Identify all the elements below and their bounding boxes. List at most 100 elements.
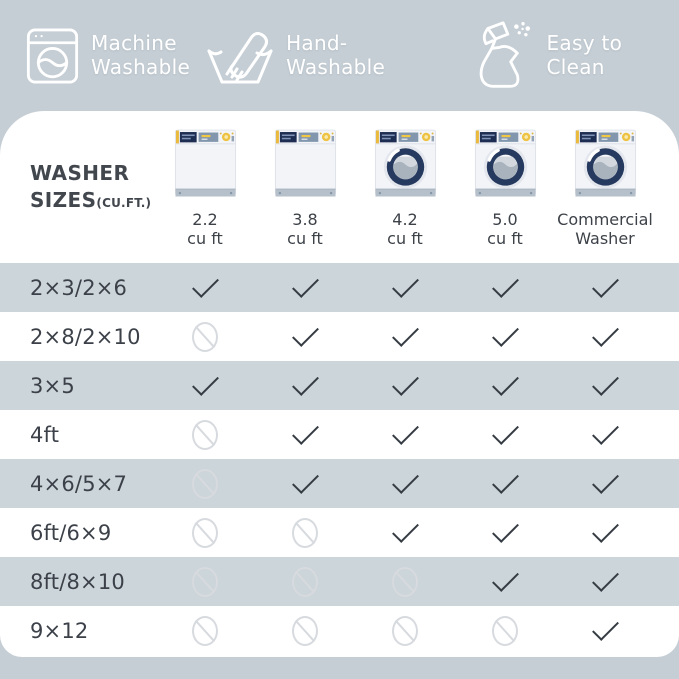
compatibility-mark (590, 618, 620, 644)
compatibility-mark (392, 566, 418, 597)
table-cell (155, 468, 255, 499)
rug-size-label: 4×6/5×7 (30, 471, 128, 496)
table-row: 2×3/2×6 (0, 263, 679, 312)
table-row: 4ft (0, 410, 679, 459)
table-cell (455, 615, 555, 646)
compatibility-mark (590, 569, 620, 595)
washer-column-commercial: Commercial Washer (555, 111, 655, 263)
compatibility-mark (490, 569, 520, 595)
compatibility-mark (590, 520, 620, 546)
compatibility-mark (192, 468, 218, 499)
compatibility-mark (192, 517, 218, 548)
rug-size-label: 9×12 (30, 618, 89, 643)
compatibility-mark (490, 520, 520, 546)
table-cell (555, 520, 655, 546)
table-cell (355, 422, 455, 448)
compatibility-card: WASHER SIZES(CU.FT.) 2.2 cu ft 3.8 cu ft (0, 111, 679, 657)
rug-size-label: 8ft/8×10 (30, 569, 125, 594)
table-cell (555, 569, 655, 595)
feature-label: Easy to Clean (546, 30, 623, 79)
table-cell (555, 422, 655, 448)
table-row: 3×5 (0, 361, 679, 410)
table-cell (355, 520, 455, 546)
rug-size-label: 2×3/2×6 (30, 275, 128, 300)
table-cell (355, 275, 455, 301)
compatibility-mark (292, 566, 318, 597)
washer-header-row: WASHER SIZES(CU.FT.) 2.2 cu ft 3.8 cu ft (0, 111, 679, 263)
top-load-washer-icon (174, 127, 237, 204)
compatibility-mark (390, 520, 420, 546)
table-row: 4×6/5×7 (0, 459, 679, 508)
spray-bottle-icon (480, 20, 531, 88)
compatibility-mark (392, 615, 418, 646)
compatibility-mark (590, 373, 620, 399)
compatibility-mark (292, 615, 318, 646)
table-cell (255, 517, 355, 548)
front-load-washer-icon (574, 127, 637, 204)
compatibility-mark (390, 422, 420, 448)
table-row: 8ft/8×10 (0, 557, 679, 606)
washer-size-label: 5.0 cu ft (487, 210, 523, 248)
compatibility-mark (290, 324, 320, 350)
washer-column-3-8: 3.8 cu ft (255, 111, 355, 263)
compatibility-mark (192, 566, 218, 597)
compatibility-mark (490, 373, 520, 399)
compatibility-mark (390, 373, 420, 399)
features-bar: Machine Washable Hand-Washable (0, 0, 679, 111)
washer-size-label: Commercial Washer (557, 210, 653, 248)
feature-hand-washable: Hand-Washable (206, 24, 436, 88)
compatibility-mark (190, 373, 220, 399)
compatibility-mark (490, 422, 520, 448)
top-load-washer-icon (274, 127, 337, 204)
feature-label: Hand-Washable (286, 30, 386, 79)
table-row: 9×12 (0, 606, 679, 655)
compatibility-mark (390, 471, 420, 497)
size-rows: 2×3/2×6 2×8/2×10 3×5 (0, 263, 679, 655)
table-cell (355, 615, 455, 646)
table-cell (255, 615, 355, 646)
table-cell (155, 517, 255, 548)
compatibility-mark (490, 471, 520, 497)
compatibility-mark (190, 275, 220, 301)
table-cell (455, 422, 555, 448)
table-cell (255, 471, 355, 497)
compatibility-mark (490, 324, 520, 350)
washer-size-label: 4.2 cu ft (387, 210, 423, 248)
washer-column-2-2: 2.2 cu ft (155, 111, 255, 263)
table-cell (555, 618, 655, 644)
table-cell (355, 471, 455, 497)
table-cell (455, 324, 555, 350)
feature-label: Machine Washable (91, 30, 191, 79)
compatibility-mark (390, 324, 420, 350)
table-cell (255, 275, 355, 301)
compatibility-mark (390, 275, 420, 301)
compatibility-mark (492, 615, 518, 646)
table-cell (555, 275, 655, 301)
rug-size-label: 2×8/2×10 (30, 324, 141, 349)
table-cell (455, 275, 555, 301)
table-cell (455, 520, 555, 546)
compatibility-mark (590, 422, 620, 448)
rug-size-label: 3×5 (30, 373, 75, 398)
feature-easy-to-clean: Easy to Clean (476, 19, 679, 93)
table-cell (455, 471, 555, 497)
table-cell (255, 324, 355, 350)
compatibility-mark (290, 275, 320, 301)
rug-size-label: 4ft (30, 422, 60, 447)
front-load-washer-icon (374, 127, 437, 204)
table-cell (155, 419, 255, 450)
table-cell (555, 373, 655, 399)
compatibility-mark (292, 517, 318, 548)
compatibility-mark (290, 471, 320, 497)
table-cell (155, 373, 255, 399)
table-cell (155, 321, 255, 352)
table-cell (155, 566, 255, 597)
compatibility-mark (590, 471, 620, 497)
table-cell (355, 566, 455, 597)
feature-machine-washable: Machine Washable (26, 27, 190, 85)
compatibility-mark (590, 275, 620, 301)
table-cell (255, 422, 355, 448)
table-cell (255, 373, 355, 399)
compatibility-mark (490, 275, 520, 301)
washer-size-label: 2.2 cu ft (187, 210, 223, 248)
